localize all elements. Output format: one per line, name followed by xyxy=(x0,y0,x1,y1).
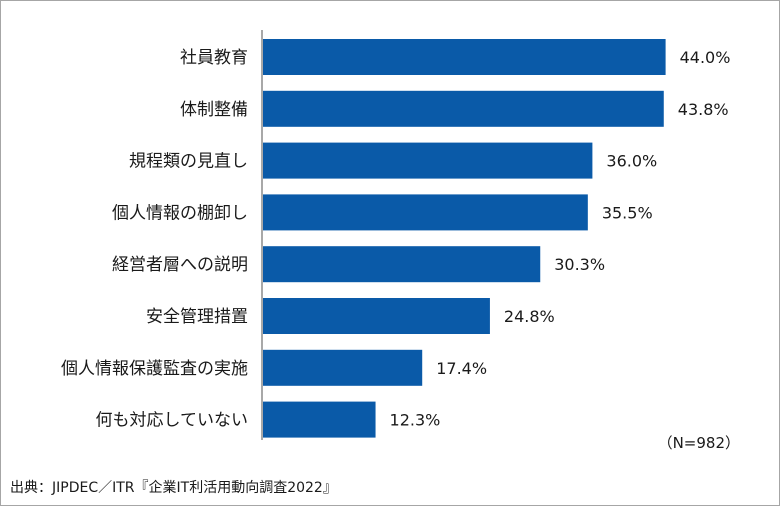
value-label-1: 44.0% xyxy=(680,48,731,67)
category-label-5: 経営者層への説明 xyxy=(112,255,248,275)
category-label-8: 何も対応していない xyxy=(96,411,249,431)
source-note: 出典：JIPDEC／ITR『企業IT利活用動向調査2022』 xyxy=(10,480,337,496)
category-label-1: 社員教育 xyxy=(180,48,248,68)
category-label-3: 規程類の見直し xyxy=(129,152,248,172)
category-label-7: 個人情報保護監査の実施 xyxy=(61,359,248,379)
value-label-3: 36.0% xyxy=(606,152,657,171)
bar-2 xyxy=(263,90,664,127)
value-label-8: 12.3% xyxy=(390,411,441,430)
category-label-2: 体制整備 xyxy=(180,100,248,120)
value-label-4: 35.5% xyxy=(602,203,653,222)
value-label-5: 30.3% xyxy=(554,255,605,274)
bar-1 xyxy=(263,39,666,75)
bar-8 xyxy=(263,401,376,438)
value-label-2: 43.8% xyxy=(678,100,729,119)
bar-4 xyxy=(263,194,588,231)
bar-5 xyxy=(263,246,541,283)
bar-3 xyxy=(263,142,593,179)
category-label-6: 安全管理措置 xyxy=(146,307,248,327)
category-label-4: 個人情報の棚卸し xyxy=(112,203,248,223)
value-label-6: 24.8% xyxy=(504,307,555,326)
bar-6 xyxy=(263,298,490,334)
bar-7 xyxy=(263,349,423,386)
value-label-7: 17.4% xyxy=(436,359,487,378)
sample-size-note: （N=982） xyxy=(657,434,740,452)
